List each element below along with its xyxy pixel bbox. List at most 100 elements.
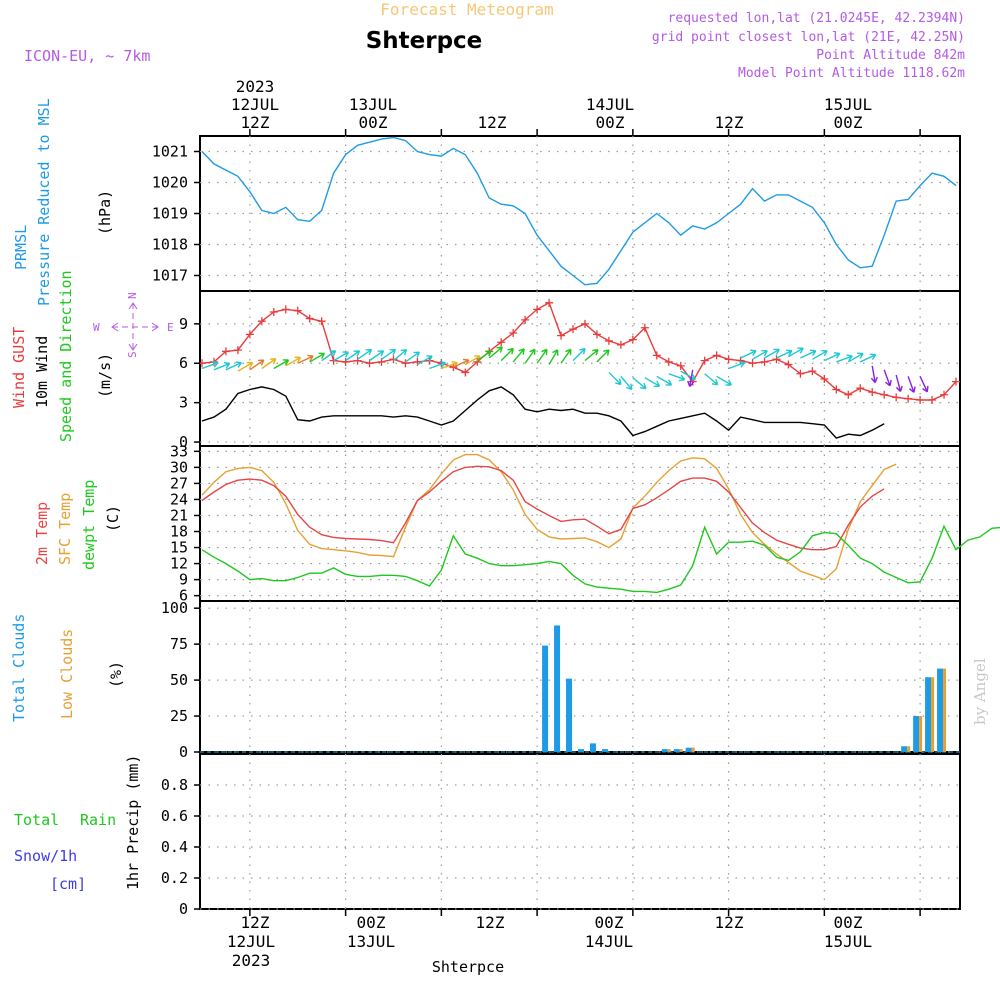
- panel-frames: [199, 135, 961, 910]
- ticks-layer: 1017101810191020102103696912151821242730…: [152, 129, 921, 918]
- total-clouds-bar: [554, 625, 561, 752]
- y-tick-label: 27: [170, 474, 188, 492]
- wind-gust-label: Wind GUST: [10, 327, 28, 408]
- top-time-axis: 2023 12JUL 12Z 13JUL 00Z 12Z 14JUL 00Z 1…: [231, 77, 872, 132]
- temp-panel: [199, 445, 961, 602]
- wind-gust-marker: [473, 357, 482, 366]
- wind-gust-marker: [557, 331, 566, 340]
- wind-gust-line: [201, 301, 957, 401]
- top-day-label: 12JUL: [231, 95, 279, 114]
- y-tick-label: 0.6: [161, 807, 188, 825]
- temp-2m-line: [201, 465, 885, 551]
- wind-gust-marker: [748, 359, 757, 368]
- y-tick-label: 0.8: [161, 776, 188, 794]
- total-label: Total: [14, 811, 59, 829]
- wind-direction-arrow: [895, 374, 903, 392]
- bottom-hour-label: 00Z: [595, 913, 624, 932]
- pressure-msl-label: Pressure Reduced to MSL: [35, 98, 53, 306]
- y-tick-label: 18: [170, 523, 188, 541]
- bottom-hour-label: 12Z: [241, 913, 270, 932]
- model-altitude: Model Point Altitude 1118.62m: [738, 66, 965, 81]
- wind-direction-arrow: [369, 350, 385, 362]
- y-tick-label: 1018: [152, 236, 188, 254]
- prmsl-line: [201, 136, 957, 286]
- wind-gust-marker: [700, 356, 709, 365]
- wind-direction-arrow: [261, 358, 277, 370]
- wind-gust-marker: [868, 388, 877, 397]
- clouds-panel: [199, 600, 961, 753]
- wind-speed-direction-label: Speed and Direction: [57, 270, 75, 442]
- bottom-hour-label: 12Z: [476, 913, 505, 932]
- prmsl-label: PRMSL: [12, 225, 30, 270]
- wind-gust-marker: [305, 314, 314, 323]
- top-hour-label: 00Z: [834, 113, 863, 132]
- wind-gust-marker: [233, 346, 242, 355]
- wind-direction-arrow: [919, 376, 929, 393]
- wind-direction-arrow: [536, 348, 548, 364]
- wind-gust-marker: [760, 357, 769, 366]
- wind-gust-marker: [389, 355, 398, 364]
- wind-direction-arrow: [728, 360, 746, 370]
- requested-coords: requested lon,lat (21.0245E, 42.2394N): [668, 11, 965, 26]
- wind-direction-arrow: [584, 348, 599, 362]
- y-tick-label: 0: [179, 743, 188, 761]
- model-label: ICON-EU, ~ 7km: [24, 47, 150, 65]
- top-day-label: 15JUL: [824, 95, 872, 114]
- bottom-day-label: 14JUL: [585, 932, 633, 951]
- y-tick-label: 75: [170, 635, 188, 653]
- wind-panel-labels: Wind GUST 10m Wind Speed and Direction (…: [10, 270, 174, 442]
- wind-direction-arrow: [393, 348, 408, 362]
- bottom-day-label: 15JUL: [824, 932, 872, 951]
- wind-gust-marker: [808, 367, 817, 376]
- wind-direction-arrow: [201, 360, 219, 370]
- ms-unit-label: (m/s): [96, 353, 114, 398]
- wind-direction-arrow: [644, 377, 661, 387]
- wind-gust-marker: [676, 361, 685, 370]
- percent-unit-label: (%): [107, 661, 125, 688]
- bottom-hour-label: 00Z: [357, 913, 386, 932]
- wind-gust-marker: [257, 317, 266, 326]
- wind-gust-marker: [892, 393, 901, 402]
- top-hour-label: 12Z: [715, 113, 744, 132]
- wind-direction-arrow: [608, 371, 622, 386]
- total-clouds-label: Total Clouds: [10, 614, 28, 722]
- wind-direction-arrow: [249, 359, 265, 371]
- compass-south: S: [126, 351, 139, 358]
- bottom-day-label: 13JUL: [347, 932, 395, 951]
- wind-gust-marker: [401, 359, 410, 368]
- y-tick-label: 3: [179, 394, 188, 412]
- bottom-time-axis: 12Z 12JUL 2023 00Z 13JUL 12Z 00Z 14JUL 1…: [227, 913, 872, 976]
- y-tick-label: 33: [170, 442, 188, 460]
- top-hour-label: 00Z: [359, 113, 388, 132]
- wind-gust-marker: [569, 325, 578, 334]
- wind-direction-arrow: [740, 349, 757, 359]
- y-tick-label: 15: [170, 539, 188, 557]
- y-tick-label: 1020: [152, 174, 188, 192]
- compass-arrow-west: [111, 322, 119, 332]
- low-clouds-bar: [931, 677, 935, 752]
- y-tick-label: 9: [179, 315, 188, 333]
- wind-direction-arrow: [225, 361, 242, 371]
- wind-gust-marker: [497, 338, 506, 347]
- wind-direction-arrow: [870, 365, 878, 384]
- wind-gust-marker: [844, 390, 853, 399]
- dewpt-temp-label: dewpt Temp: [80, 480, 98, 570]
- total-clouds-bar: [566, 678, 573, 752]
- wind-gust-marker: [281, 305, 290, 314]
- y-tick-label: 1017: [152, 267, 188, 285]
- total-clouds-bar: [913, 716, 920, 752]
- wind-direction-arrow: [237, 361, 254, 372]
- total-clouds-bar: [673, 749, 680, 752]
- wind-gust-marker: [928, 396, 937, 405]
- y-tick-label: 1021: [152, 143, 188, 161]
- wind-direction-arrow: [620, 375, 633, 391]
- low-clouds-bar: [679, 749, 683, 752]
- total-clouds-bar: [925, 677, 932, 752]
- top-year-label: 2023: [236, 77, 275, 96]
- wind-direction-arrow: [309, 352, 326, 363]
- hpa-unit-label: (hPa): [96, 190, 114, 235]
- wind-direction-arrow: [572, 347, 586, 362]
- y-tick-label: 12: [170, 555, 188, 573]
- wind-gust-marker: [580, 319, 589, 328]
